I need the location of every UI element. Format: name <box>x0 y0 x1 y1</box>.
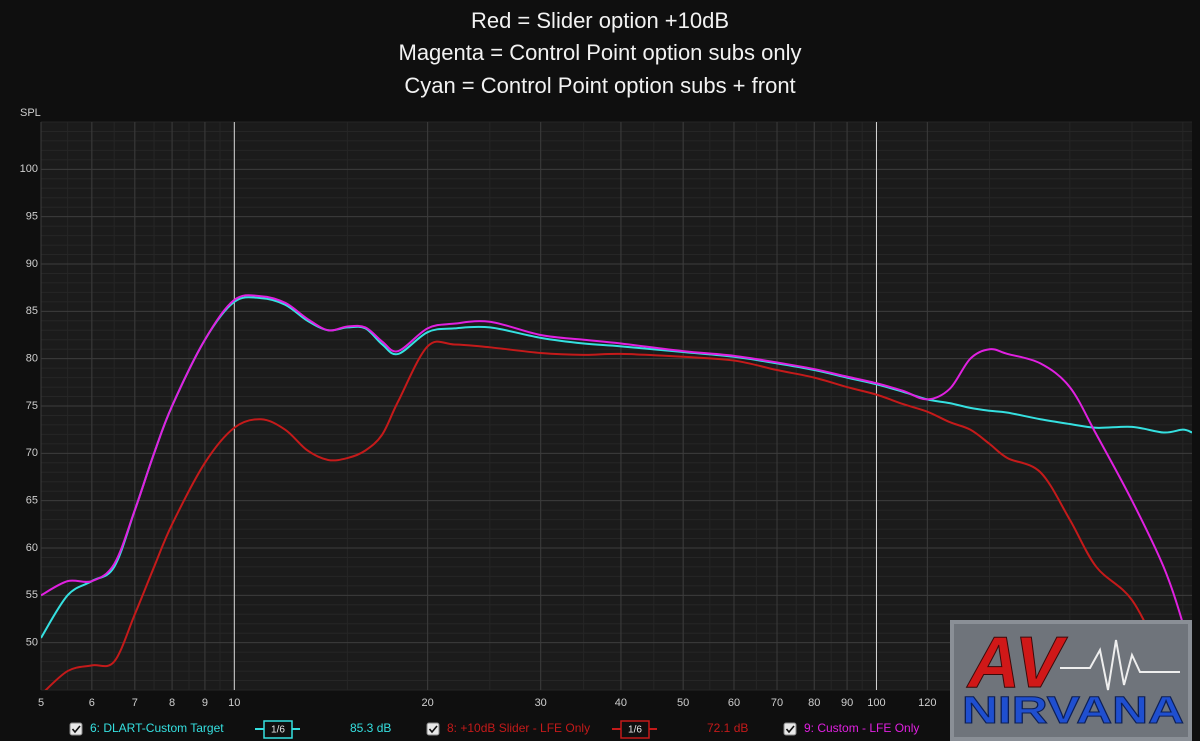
chart-title: Magenta = Control Point option subs only <box>399 40 802 65</box>
series-line <box>44 340 1179 690</box>
x-tick-label: 70 <box>771 697 783 709</box>
x-tick-label: 8 <box>169 697 175 709</box>
legend-label: 9: Custom - LFE Only <box>804 721 919 735</box>
y-tick-label: 75 <box>26 400 38 412</box>
legend-label: 8: +10dB Slider - LFE Only <box>447 721 590 735</box>
smoothing-box <box>620 720 650 739</box>
logo-wave <box>1060 639 1180 691</box>
y-tick-label: 95 <box>26 211 38 223</box>
y-tick-label: 65 <box>26 495 38 507</box>
checkmark <box>785 725 795 734</box>
x-tick-label: 30 <box>535 697 547 709</box>
y-tick-label: 50 <box>26 637 38 649</box>
x-tick-label: 10 <box>228 697 240 709</box>
y-tick-label: 60 <box>26 542 38 554</box>
y-tick-label: 85 <box>26 305 38 317</box>
level-label: 72.1 dB <box>707 721 748 735</box>
y-tick-label: 55 <box>26 589 38 601</box>
y-tick-label: 70 <box>26 447 38 459</box>
x-tick-label: 5 <box>38 697 44 709</box>
chart-title: Red = Slider option +10dB <box>471 8 729 33</box>
x-tick-label: 50 <box>677 697 689 709</box>
x-tick-label: 6 <box>89 697 95 709</box>
smoothing-box <box>263 720 293 739</box>
legend-label: 6: DLART-Custom Target <box>90 721 224 735</box>
logo: AV NIRVANA <box>950 620 1192 741</box>
x-tick-label: 20 <box>421 697 433 709</box>
logo-mark: AV <box>966 623 1069 703</box>
smoothing-label: 1/6 <box>628 725 642 736</box>
checkbox <box>783 722 797 736</box>
y-tick-label: 90 <box>26 258 38 270</box>
y-axis-label: SPL <box>20 107 41 119</box>
x-tick-label: 120 <box>918 697 936 709</box>
checkbox <box>69 722 83 736</box>
x-tick-label: 40 <box>615 697 627 709</box>
x-tick-label: 90 <box>841 697 853 709</box>
y-tick-label: 80 <box>26 353 38 365</box>
chart-title: Cyan = Control Point option subs + front <box>404 73 795 98</box>
checkmark <box>71 725 81 734</box>
x-tick-label: 9 <box>202 697 208 709</box>
smoothing-label: 1/6 <box>271 725 285 736</box>
checkbox <box>426 722 440 736</box>
logo-panel <box>954 624 1188 737</box>
x-tick-label: 60 <box>728 697 740 709</box>
series-line <box>41 294 1192 667</box>
x-tick-label: 100 <box>867 697 885 709</box>
x-tick-label: 80 <box>808 697 820 709</box>
x-tick-label: 7 <box>132 697 138 709</box>
curves <box>41 294 1192 690</box>
checkmark <box>428 725 438 734</box>
y-tick-label: 100 <box>20 163 38 175</box>
level-label: 85.3 dB <box>350 721 391 735</box>
logo-name: NIRVANA <box>962 690 1184 732</box>
grid: 50 55 60 65 70 75 80 85 90 95 100 5 6 7 8 9 10 20 30 40 50 60… <box>20 121 1192 709</box>
